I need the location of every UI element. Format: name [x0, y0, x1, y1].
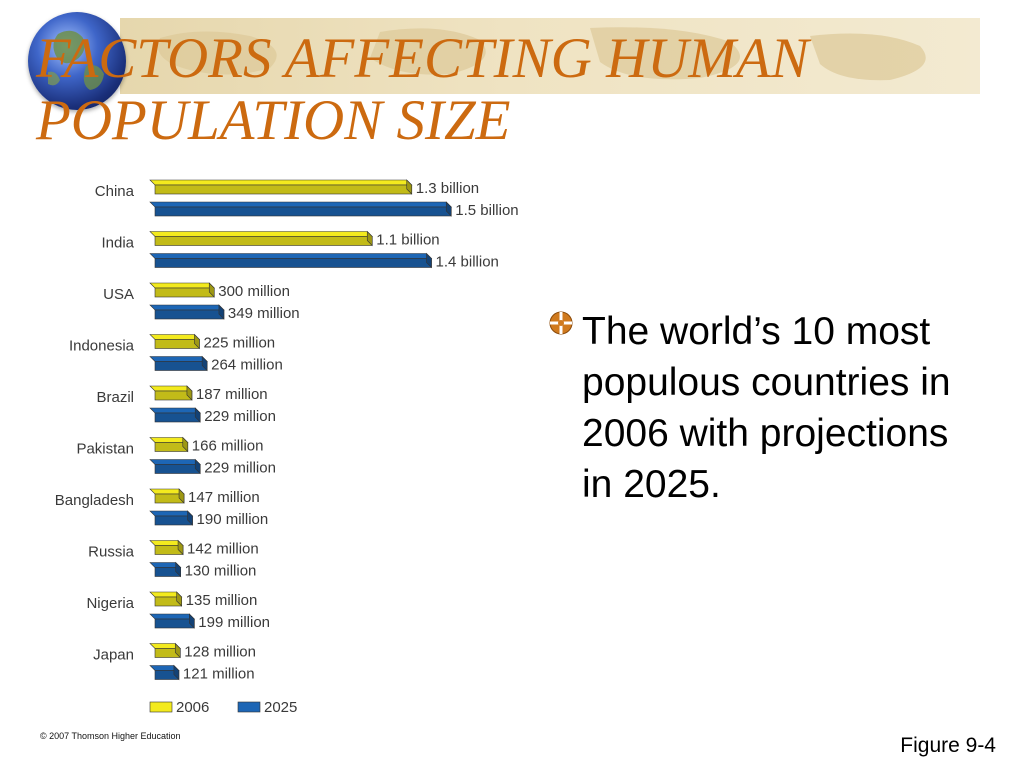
data-label: 187 million: [196, 386, 268, 403]
bar-2006: [154, 236, 373, 246]
bar-2006-top: [149, 385, 193, 392]
data-label: 1.5 billion: [455, 202, 518, 219]
data-label: 300 million: [218, 283, 290, 300]
bar-2006-side: [177, 539, 184, 556]
category-label: Bangladesh: [55, 492, 134, 509]
bar-2025-side: [218, 304, 225, 320]
bar-2025-top: [149, 356, 208, 362]
title-banner: [120, 18, 980, 94]
bar-2006-top: [149, 179, 413, 186]
bar-2025: [154, 309, 225, 320]
bar-2006: [154, 390, 193, 401]
category-label: USA: [103, 286, 134, 303]
bar-2025: [154, 258, 432, 268]
bar-2006-side: [208, 282, 215, 298]
category-label: Nigeria: [86, 595, 134, 612]
bar-2025-top: [149, 407, 201, 414]
bar-2006-top: [149, 334, 201, 340]
data-label: 1.4 billion: [436, 254, 499, 271]
category-label: Brazil: [96, 389, 134, 406]
bar-2025-top: [149, 613, 196, 620]
bar-2006-side: [406, 179, 413, 195]
category-label: Pakistan: [76, 441, 134, 458]
data-label: 190 million: [197, 511, 269, 528]
bar-2006: [154, 339, 200, 349]
data-label: 135 million: [186, 592, 258, 609]
globe-icon: [28, 12, 126, 110]
data-label: 264 million: [211, 357, 283, 374]
bar-2025-side: [189, 613, 195, 629]
bar-2025: [154, 618, 195, 629]
bar-2025-top: [149, 253, 433, 259]
world-map-decoration: [158, 27, 926, 81]
data-label: 142 million: [187, 541, 259, 558]
data-label: 1.3 billion: [416, 180, 479, 197]
bar-2025-side: [194, 458, 201, 475]
bar-2006-side: [186, 385, 193, 401]
category-label: India: [101, 235, 134, 252]
bar-2006: [154, 287, 215, 298]
data-label: 130 million: [185, 563, 257, 580]
legend-swatch-2025: [237, 701, 261, 713]
bar-2006-side: [182, 436, 189, 453]
bar-2025: [154, 412, 201, 423]
data-label: 225 million: [203, 335, 275, 352]
bar-2025-side: [426, 252, 432, 269]
data-label: 166 million: [192, 438, 264, 455]
bar-2025-side: [175, 561, 181, 578]
bar-2025-top: [149, 201, 452, 208]
bar-2006-top: [149, 437, 189, 443]
bar-2006-side: [174, 642, 181, 659]
data-label: 128 million: [184, 644, 256, 661]
bar-2006-top: [149, 282, 215, 289]
bar-2006: [154, 184, 413, 195]
bar-2025-side: [187, 510, 193, 526]
copyright-text: © 2007 Thomson Higher Education: [40, 731, 181, 741]
bar-2025-top: [149, 459, 201, 465]
data-label: 121 million: [183, 666, 255, 683]
bar-2006-side: [194, 333, 200, 350]
bar-2006-side: [178, 488, 185, 504]
figure-label: Figure 9-4: [900, 734, 996, 757]
bar-2006-side: [176, 591, 182, 607]
category-label: Russia: [88, 544, 135, 561]
bar-2025-top: [149, 304, 225, 311]
page-title: FACTORS AFFECTING HUMAN POPULATION SIZE: [36, 27, 809, 152]
bar-2025-side: [194, 407, 201, 423]
bar-2025: [154, 361, 208, 371]
bar-2025: [154, 515, 193, 526]
bar-2025-top: [149, 510, 194, 517]
bullet-text: The world’s 10 most populous countries i…: [582, 310, 951, 506]
bar-2006-top: [149, 231, 373, 237]
bar-2025-side: [173, 664, 180, 681]
bar-2025: [154, 206, 452, 217]
population-bar-chart: China 1.3 billion 1.5 billion India 1.1 bill…: [55, 179, 519, 716]
category-label: China: [95, 183, 135, 200]
data-label: 1.1 billion: [376, 232, 439, 249]
legend-label-2006: 2006: [176, 699, 209, 716]
category-label: Japan: [93, 647, 134, 664]
data-label: 147 million: [188, 489, 260, 506]
data-label: 229 million: [204, 460, 276, 477]
data-label: 349 million: [228, 305, 300, 322]
data-label: 199 million: [198, 614, 270, 631]
legend-swatch-2006: [149, 701, 173, 713]
bar-2025-side: [445, 201, 452, 217]
bar-2025-side: [201, 355, 208, 372]
bar-2025: [154, 464, 201, 474]
data-label: 229 million: [204, 408, 276, 425]
bullet-icon: [549, 311, 573, 335]
legend-label-2025: 2025: [264, 699, 297, 716]
category-label: Indonesia: [69, 338, 135, 355]
bar-2006-side: [366, 230, 373, 247]
